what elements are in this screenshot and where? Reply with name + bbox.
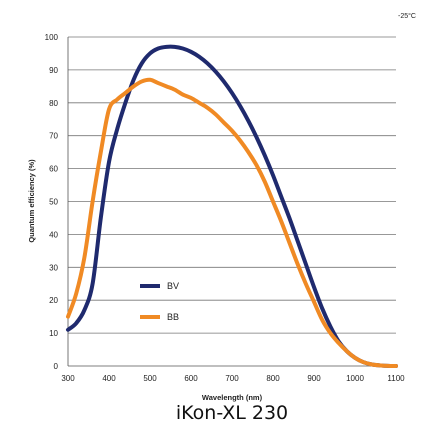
grid-lines [68, 36, 396, 334]
camera-model-caption: iKon-XL 230 [176, 402, 288, 424]
y-tick-label: 50 [49, 198, 58, 207]
legend: BV BB [140, 281, 179, 322]
temperature-annotation: -25°C [398, 12, 416, 20]
x-tick-label: 600 [184, 374, 198, 383]
y-tick-label: 60 [49, 165, 58, 174]
y-tick-label: 80 [49, 99, 58, 108]
y-tick-label: 30 [49, 263, 58, 272]
x-tick-label: 800 [266, 374, 280, 383]
x-tick-label: 400 [102, 374, 116, 383]
y-tick-label: 70 [49, 132, 58, 141]
series-line-bb [66, 77, 398, 368]
y-tick-label: 40 [49, 230, 58, 239]
x-tick-labels: 300 400 500 600 700 800 900 1000 1100 [61, 374, 405, 383]
y-axis-label: Quantum efficiency (%) [27, 159, 36, 243]
y-tick-label: 0 [54, 362, 59, 371]
y-tick-labels: 0 10 20 30 40 50 60 70 80 90 100 [45, 33, 59, 371]
x-tick-label: 300 [61, 374, 75, 383]
x-tick-label: 700 [225, 374, 239, 383]
x-tick-label: 500 [143, 374, 157, 383]
x-tick-label: 1100 [387, 374, 405, 383]
x-tick-label: 1000 [346, 374, 364, 383]
y-tick-label: 100 [45, 33, 59, 42]
x-axis-label: Wavelength (nm) [202, 393, 263, 402]
legend-label-bv: BV [167, 281, 179, 291]
x-tick-label: 900 [307, 374, 321, 383]
y-tick-label: 20 [49, 296, 58, 305]
series-line-bv [66, 44, 398, 368]
legend-label-bb: BB [167, 312, 179, 322]
y-tick-label: 10 [49, 329, 58, 338]
series-lines [66, 44, 398, 368]
y-tick-label: 90 [49, 66, 58, 75]
